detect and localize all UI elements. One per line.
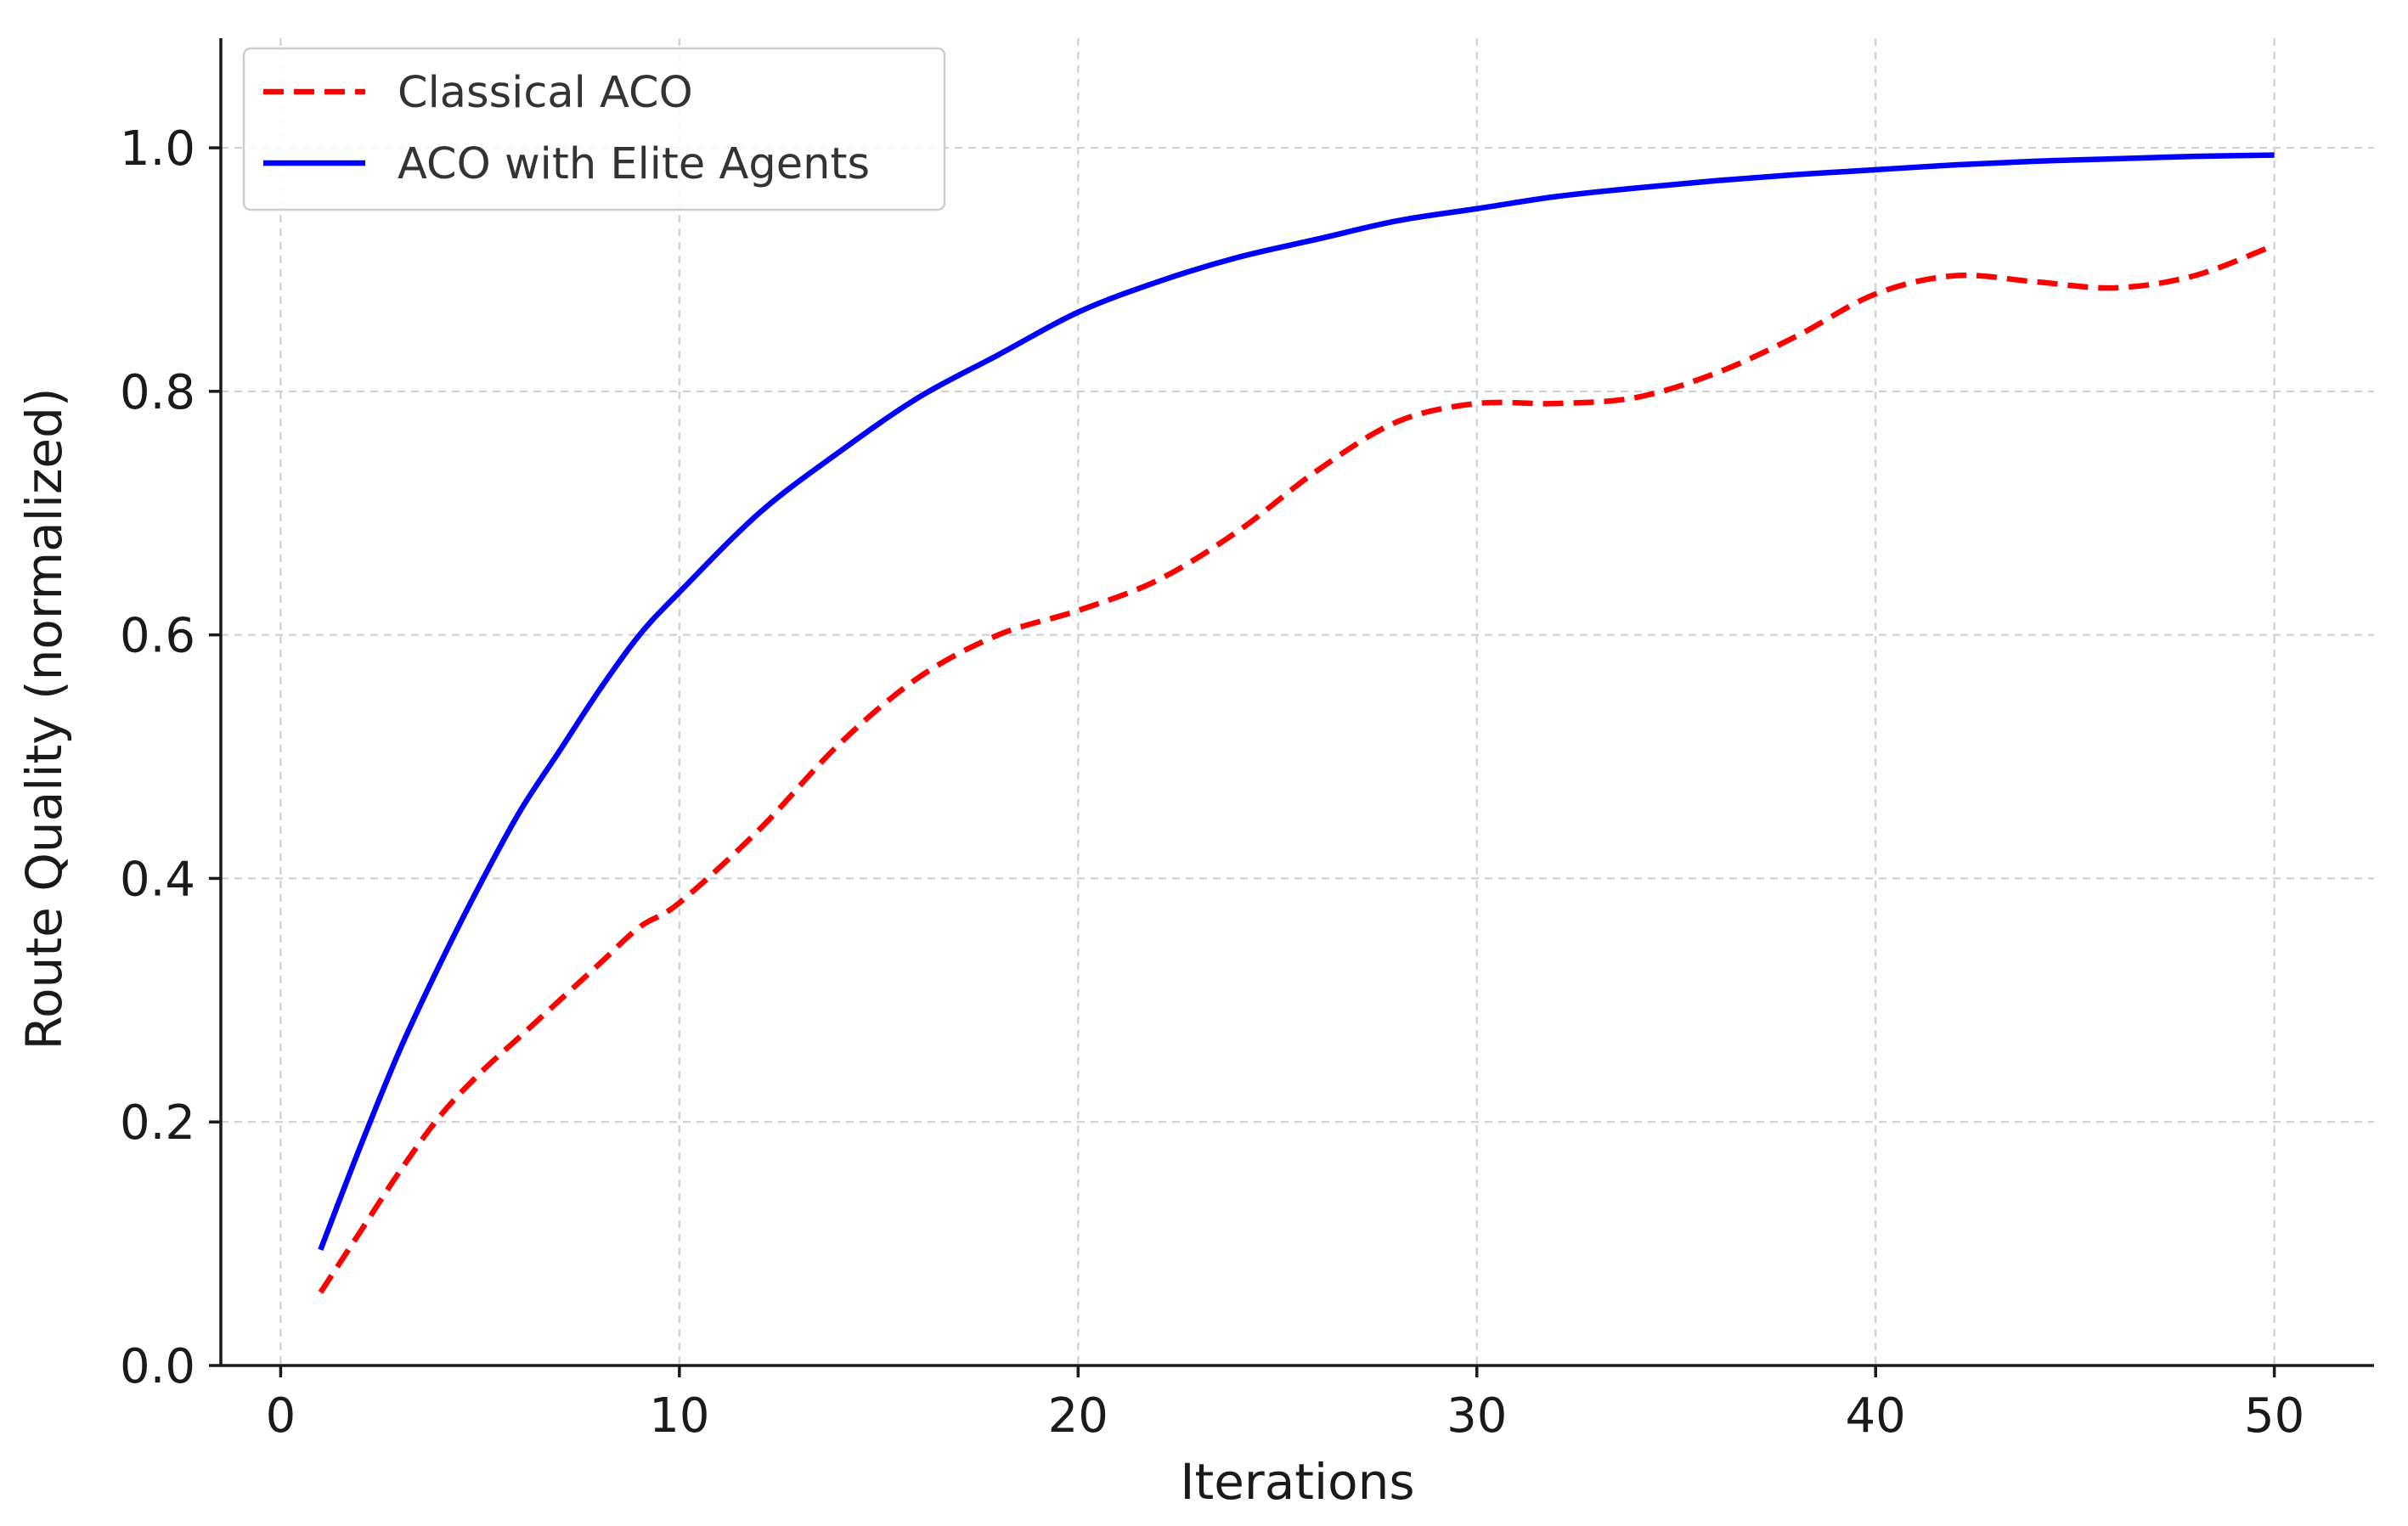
x-tick-label: 40 [1846, 1388, 1906, 1444]
y-tick-label: 1.0 [120, 121, 195, 177]
x-tick-label: 30 [1446, 1388, 1507, 1444]
x-tick-label: 0 [266, 1388, 296, 1444]
y-tick-label: 0.4 [120, 852, 195, 907]
x-axis-title: Iterations [1180, 1453, 1414, 1511]
x-tick-label: 10 [649, 1388, 709, 1444]
series-line-aco-elite-agents [318, 152, 2275, 1251]
grid [221, 38, 2374, 1367]
x-tick-label: 20 [1048, 1388, 1108, 1444]
y-axis-title: Route Quality (normalized) [15, 387, 73, 1050]
y-tick-label: 0.6 [120, 609, 195, 664]
axes [219, 38, 2374, 1367]
legend-label-classical-aco: Classical ACO [398, 68, 693, 118]
y-tick-label: 0.8 [120, 365, 195, 420]
y-tick-label: 0.0 [120, 1339, 195, 1394]
legend-box [242, 47, 946, 211]
series-lines [318, 152, 2275, 1294]
ticks: 0 10 20 30 40 50 0.0 0.2 0.4 0.6 0.8 1.0 [120, 121, 2304, 1444]
series-line-classical-aco [318, 242, 2275, 1294]
legend-label-aco-elite: ACO with Elite Agents [398, 139, 870, 189]
y-tick-label: 0.2 [120, 1095, 195, 1151]
legend: Classical ACO ACO with Elite Agents [242, 47, 946, 211]
x-tick-label: 50 [2244, 1388, 2304, 1444]
